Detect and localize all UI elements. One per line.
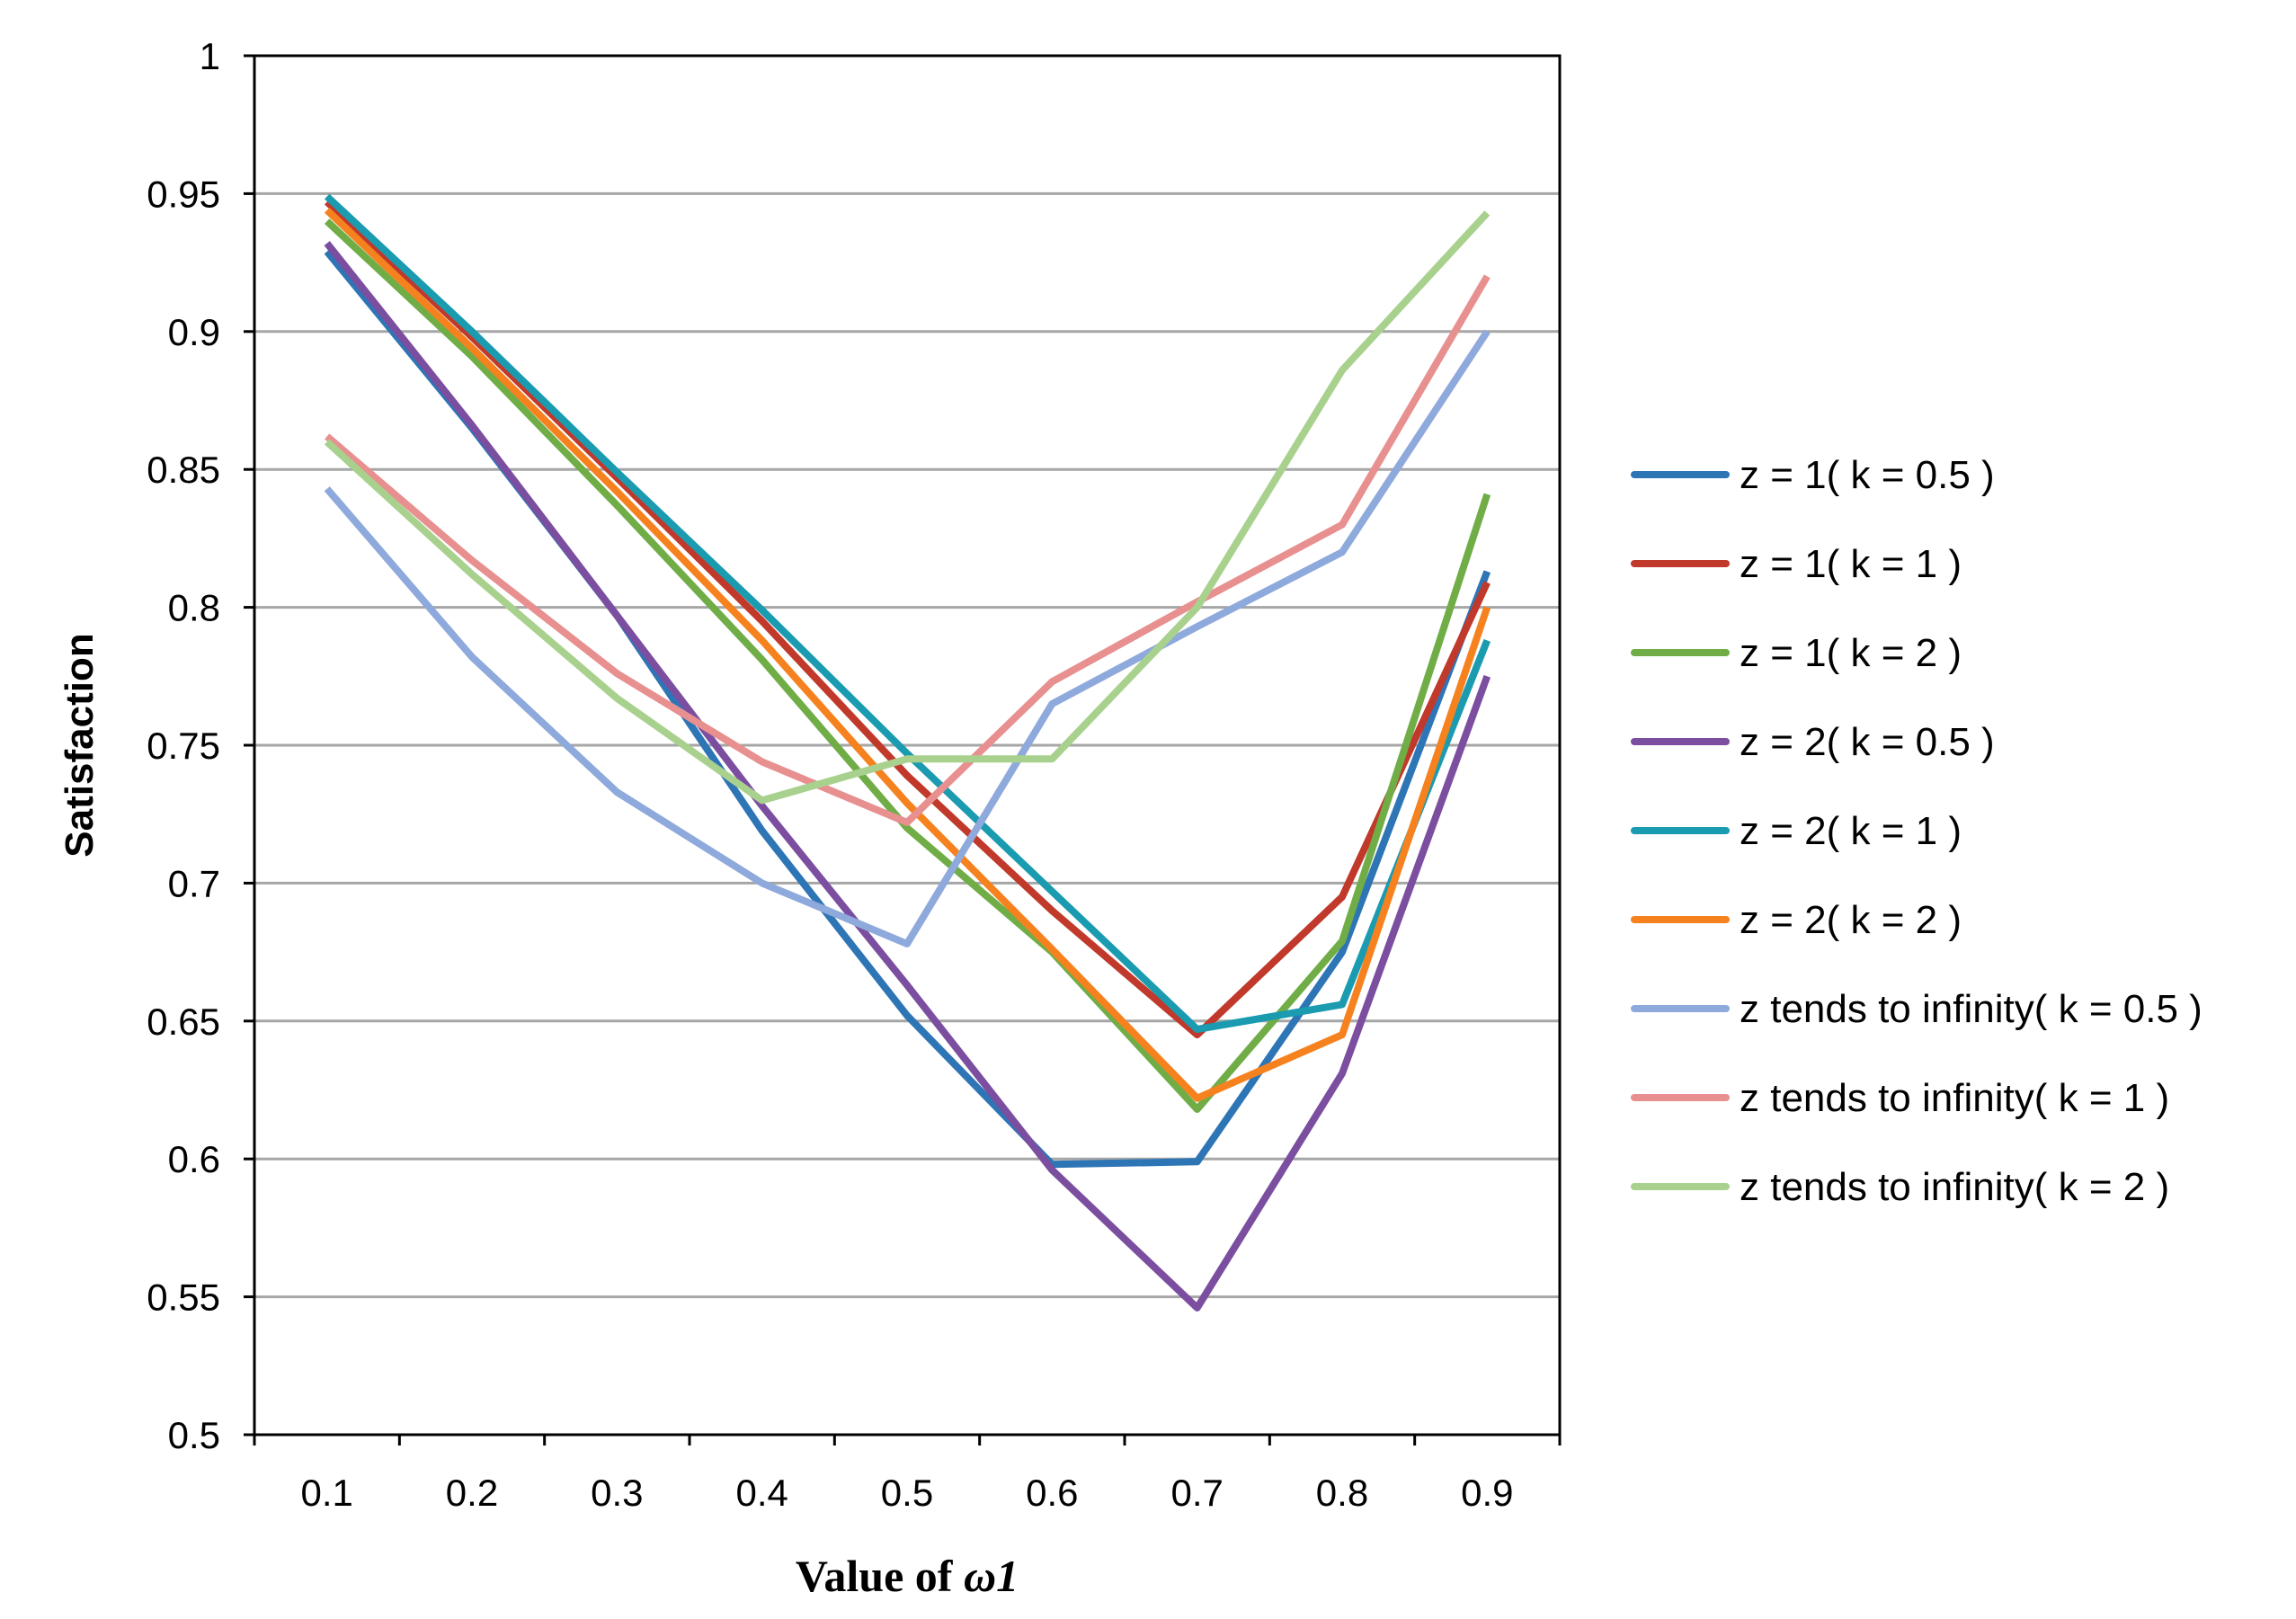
x-axis-title-text: Value of: [796, 1551, 964, 1601]
legend-label-2: z = 1( k = 1 ): [1740, 542, 1962, 586]
x-tick-label: 0.5: [881, 1472, 933, 1514]
y-tick-label: 0.85: [147, 449, 220, 491]
x-tick-label: 0.9: [1461, 1472, 1513, 1514]
x-axis-title: Value of ω1: [796, 1551, 1019, 1601]
legend: z = 1( k = 0.5 ) z = 1( k = 1 ) z = 1( k =…: [1631, 453, 2203, 1209]
x-tick-label: 0.7: [1170, 1472, 1223, 1514]
y-tick-label: 0.7: [168, 862, 220, 904]
x-tick-label: 0.3: [591, 1472, 643, 1514]
legend-label-5: z = 2( k = 1 ): [1740, 809, 1962, 853]
series-line-2: [324, 199, 1491, 1039]
gridlines: [254, 191, 1560, 1299]
y-tick-label: 0.75: [147, 725, 220, 767]
y-axis-ticks: 0.5 0.55 0.6 0.65 0.7 0.75 0.8 0.85 0.9 0.95 1: [147, 35, 254, 1456]
y-tick-label: 1: [200, 35, 220, 77]
series-line-9: [325, 210, 1491, 805]
x-tick-label: 0.1: [300, 1472, 352, 1514]
series-lines: [324, 193, 1491, 1312]
x-axis-title-symbol: ω1: [964, 1551, 1019, 1601]
y-tick-label: 0.65: [147, 1001, 220, 1043]
legend-label-3: z = 1( k = 2 ): [1740, 631, 1962, 675]
x-axis-ticks: 0.1 0.2 0.3 0.4 0.5 0.6 0.7 0.8 0.9: [253, 1435, 1562, 1514]
legend-label-6: z = 2( k = 2 ): [1740, 898, 1962, 942]
series-line-7: [324, 329, 1491, 947]
legend-label-8: z tends to infinity( k = 1 ): [1740, 1076, 2169, 1120]
legend-label-4: z = 2( k = 0.5 ): [1740, 720, 1995, 764]
series-line-3: [324, 218, 1491, 1113]
legend-label-9: z tends to infinity( k = 2 ): [1740, 1165, 2169, 1209]
series-line-5: [324, 193, 1491, 1033]
x-tick-label: 0.4: [735, 1472, 788, 1514]
series-line-6: [324, 207, 1491, 1102]
legend-label-7: z tends to infinity( k = 0.5 ): [1740, 987, 2203, 1031]
x-tick-label: 0.6: [1026, 1472, 1078, 1514]
series-line-4: [324, 241, 1491, 1312]
y-tick-label: 0.95: [147, 173, 220, 215]
y-tick-label: 0.9: [168, 311, 220, 353]
y-tick-label: 0.8: [168, 587, 220, 629]
legend-label-1: z = 1( k = 0.5 ): [1740, 453, 1995, 497]
x-tick-label: 0.8: [1316, 1472, 1368, 1514]
y-tick-label: 0.5: [168, 1414, 220, 1456]
series-line-8: [325, 274, 1491, 826]
y-axis-title: Satisfaction: [58, 633, 102, 857]
y-tick-label: 0.55: [147, 1277, 220, 1319]
y-tick-label: 0.6: [168, 1138, 220, 1180]
x-tick-label: 0.2: [446, 1472, 498, 1514]
